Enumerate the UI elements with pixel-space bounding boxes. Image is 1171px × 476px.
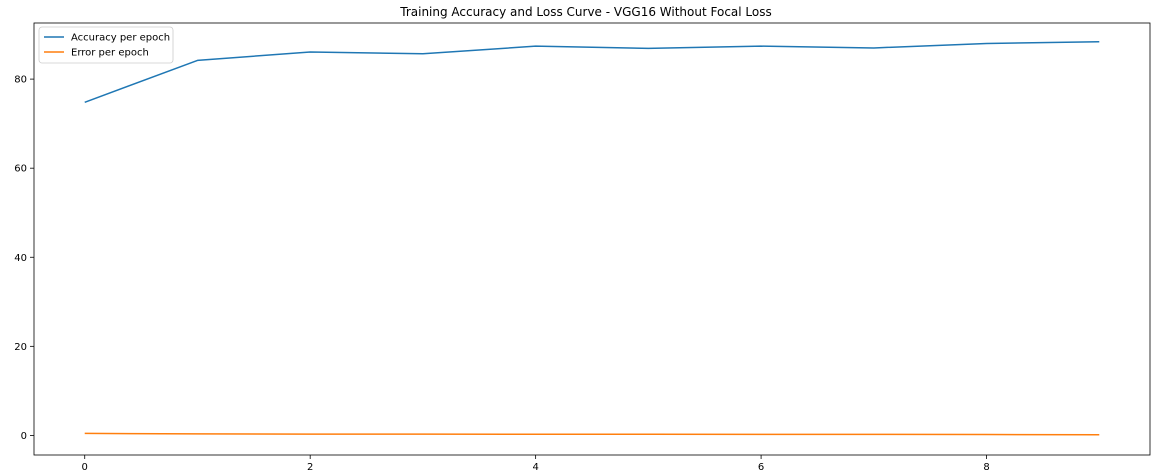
- plot-area: [84, 40, 1100, 436]
- series-line-2: [84, 432, 1100, 436]
- chart-title: Training Accuracy and Loss Curve - VGG16…: [399, 5, 772, 19]
- y-tick-label: 80: [14, 75, 27, 86]
- legend-box: [38, 26, 174, 64]
- x-tick-label: 8: [983, 462, 989, 473]
- x-tick-label: 2: [307, 462, 313, 473]
- legend-label: Error per epoch: [71, 48, 149, 59]
- x-tick-label: 4: [532, 462, 538, 473]
- legend: Accuracy per epoch Error per epoch: [38, 26, 174, 64]
- x-tick-label: 0: [82, 462, 88, 473]
- axes-frame: [33, 22, 1151, 456]
- x-tick-label: 6: [758, 462, 764, 473]
- legend-label: Accuracy per epoch: [71, 33, 170, 44]
- series-line-1: [84, 40, 1100, 103]
- y-tick-label: 0: [21, 431, 27, 442]
- y-tick-label: 20: [14, 342, 27, 353]
- y-tick-label: 40: [14, 253, 27, 264]
- y-tick-label: 60: [14, 164, 27, 175]
